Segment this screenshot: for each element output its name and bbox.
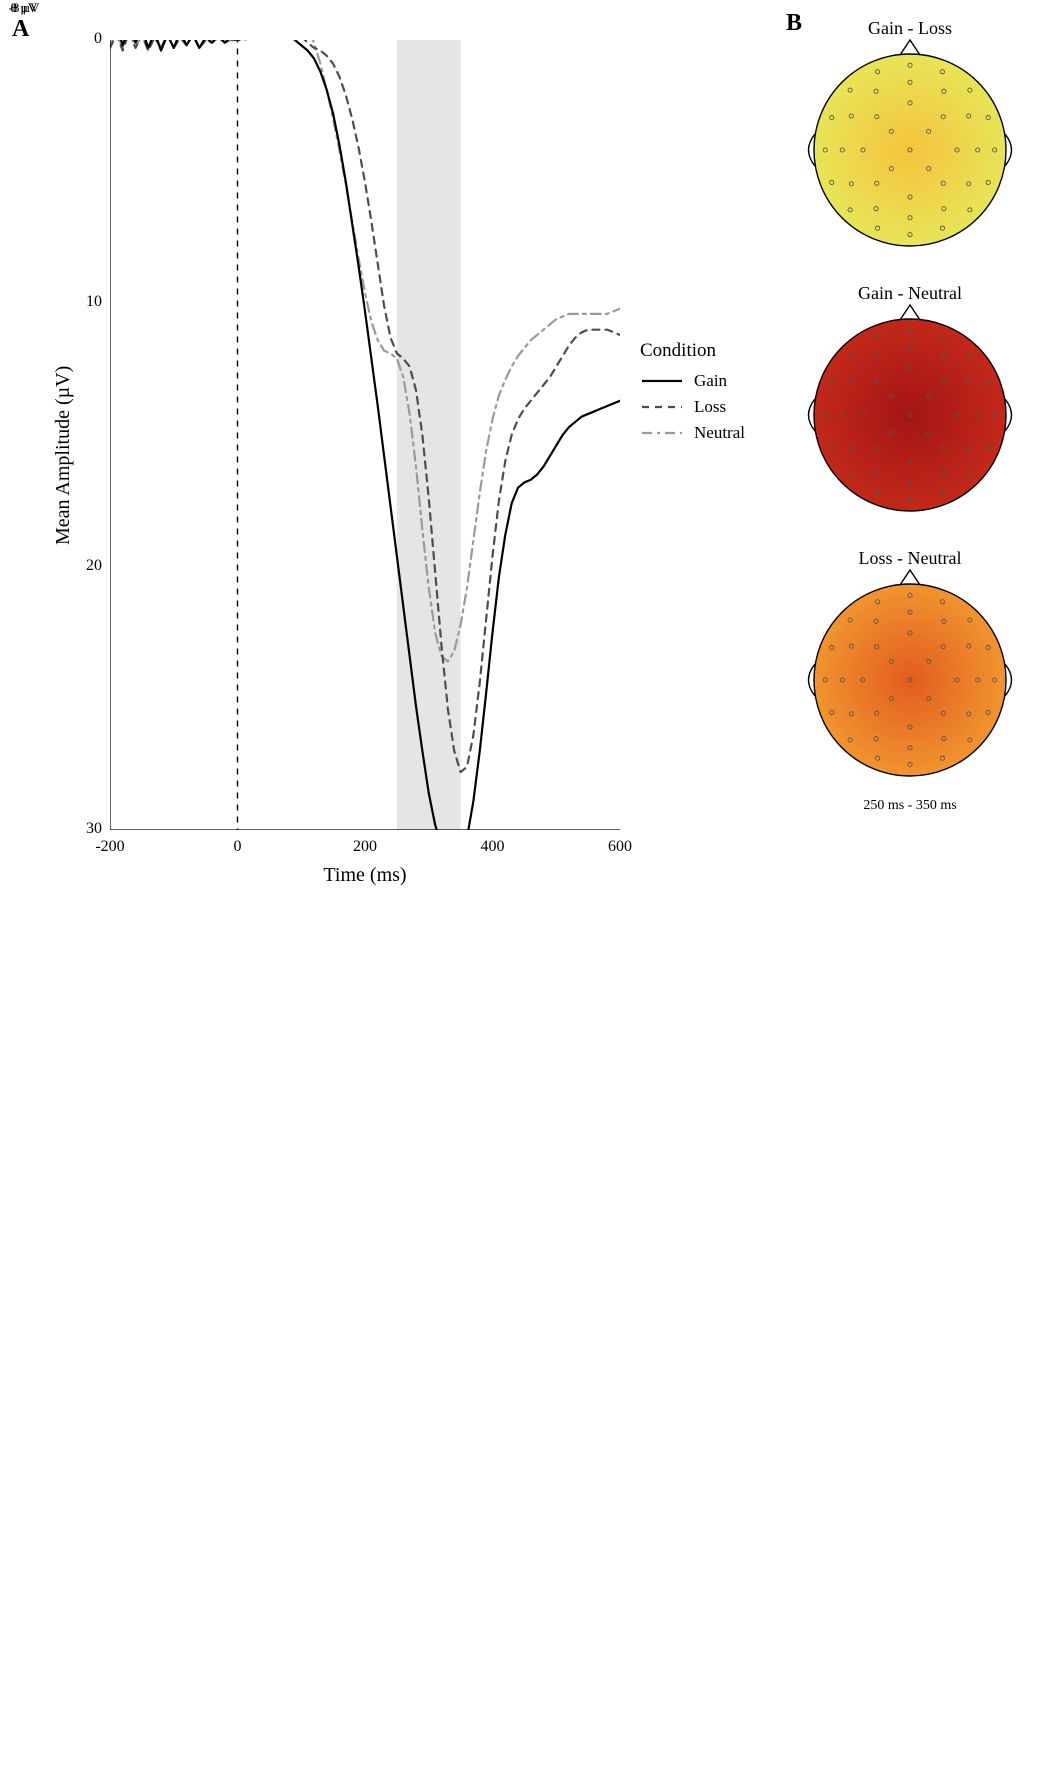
legend-item-label: Gain — [694, 371, 727, 391]
x-tick-label: -200 — [90, 838, 130, 856]
x-axis-label: Time (ms) — [305, 864, 425, 887]
y-tick-label: 30 — [70, 820, 102, 838]
y-axis-label: Mean Amplitude (µV) — [52, 366, 75, 545]
series-loss — [110, 40, 620, 772]
x-tick-label: 600 — [600, 838, 640, 856]
legend-item-gain: Gain — [640, 368, 745, 394]
x-tick-label: 200 — [345, 838, 385, 856]
legend: Condition Gain Loss Neutral — [640, 340, 745, 446]
x-tick-label: 0 — [218, 838, 258, 856]
erp-plot — [110, 40, 620, 830]
panel-a-label: A — [12, 16, 29, 43]
legend-item-label: Neutral — [694, 423, 745, 443]
x-tick-label: 400 — [473, 838, 513, 856]
colorbar — [804, 860, 1050, 1776]
series-neutral — [110, 40, 620, 661]
topo-map-2 — [784, 554, 1036, 806]
y-tick-label: 20 — [70, 557, 102, 575]
legend-item-loss: Loss — [640, 394, 745, 420]
colorbar-tick-label: 8 µV — [0, 0, 48, 16]
y-tick-label: 0 — [70, 30, 102, 48]
series-gain — [110, 40, 620, 830]
figure-root: A -200 0 200 400 600 0 10 20 30 Time (ms) Mean Ampl… — [0, 0, 1050, 916]
topo-map-0 — [784, 24, 1036, 276]
legend-title: Condition — [640, 340, 745, 362]
topo-map-1 — [784, 289, 1036, 541]
topo-caption: 250 ms - 350 ms — [800, 798, 1020, 814]
legend-item-label: Loss — [694, 397, 726, 417]
y-tick-label: 10 — [70, 293, 102, 311]
legend-item-neutral: Neutral — [640, 420, 745, 446]
